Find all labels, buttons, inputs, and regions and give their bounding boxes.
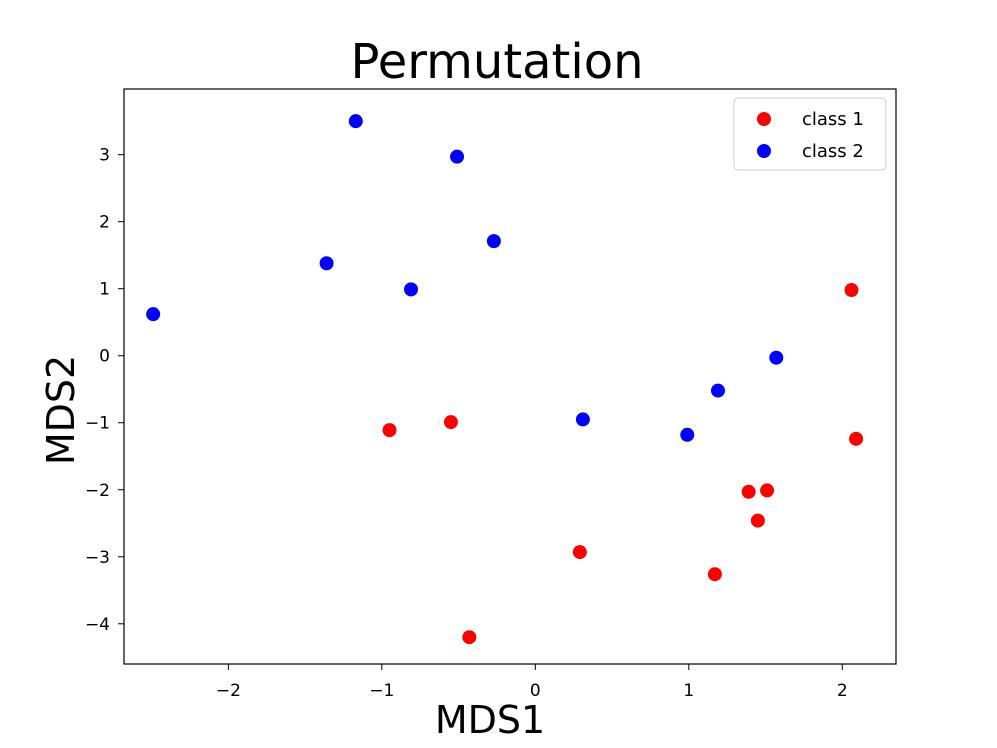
legend-marker bbox=[757, 112, 771, 126]
data-point-class-2 bbox=[486, 234, 501, 249]
x-tick-label: −1 bbox=[369, 681, 394, 701]
y-axis-label: MDS2 bbox=[39, 355, 83, 465]
y-tick-label: 0 bbox=[99, 347, 110, 367]
x-tick-label: 1 bbox=[683, 681, 694, 701]
data-point-class-1 bbox=[707, 567, 722, 582]
y-tick-label: −3 bbox=[85, 548, 110, 568]
data-point-class-2 bbox=[450, 149, 465, 164]
legend: class 1 class 2 bbox=[733, 97, 887, 171]
chart-title: Permutation bbox=[350, 34, 643, 90]
y-tick-label: 1 bbox=[99, 280, 110, 300]
legend-label: class 2 bbox=[802, 141, 864, 162]
x-tick-label: −2 bbox=[216, 681, 241, 701]
data-point-class-2 bbox=[146, 307, 161, 322]
x-tick-label: 2 bbox=[837, 681, 848, 701]
x-axis-label: MDS1 bbox=[435, 698, 545, 742]
data-point-class-2 bbox=[769, 350, 784, 365]
plot-area: −2 −1 0 1 2 −4 −3 −2 −1 0 1 2 3 bbox=[85, 88, 897, 701]
data-point-class-2 bbox=[680, 427, 695, 442]
x-tick-label: 0 bbox=[530, 681, 541, 701]
axes-frame bbox=[123, 88, 897, 665]
legend-label: class 1 bbox=[802, 109, 864, 130]
y-tick-label: −1 bbox=[85, 414, 110, 434]
data-point-class-2 bbox=[404, 282, 419, 297]
y-tick-label: 2 bbox=[99, 213, 110, 233]
data-point-class-1 bbox=[572, 545, 587, 560]
y-tick-label: 3 bbox=[99, 146, 110, 166]
data-point-class-2 bbox=[319, 256, 334, 271]
y-tick-label: −2 bbox=[85, 481, 110, 501]
legend-box bbox=[733, 97, 887, 171]
data-point-class-1 bbox=[750, 513, 765, 528]
data-point-class-1 bbox=[462, 630, 477, 645]
y-tick-label: −4 bbox=[85, 615, 110, 635]
data-point-class-1 bbox=[849, 431, 864, 446]
data-point-class-1 bbox=[760, 483, 775, 498]
data-point-class-2 bbox=[575, 412, 590, 427]
data-point-class-1 bbox=[382, 423, 397, 438]
data-point-class-2 bbox=[710, 383, 725, 398]
legend-marker bbox=[757, 144, 771, 158]
data-point-class-1 bbox=[844, 283, 859, 298]
data-point-class-1 bbox=[443, 415, 458, 430]
data-point-class-2 bbox=[348, 114, 363, 129]
data-point-class-1 bbox=[741, 484, 756, 499]
